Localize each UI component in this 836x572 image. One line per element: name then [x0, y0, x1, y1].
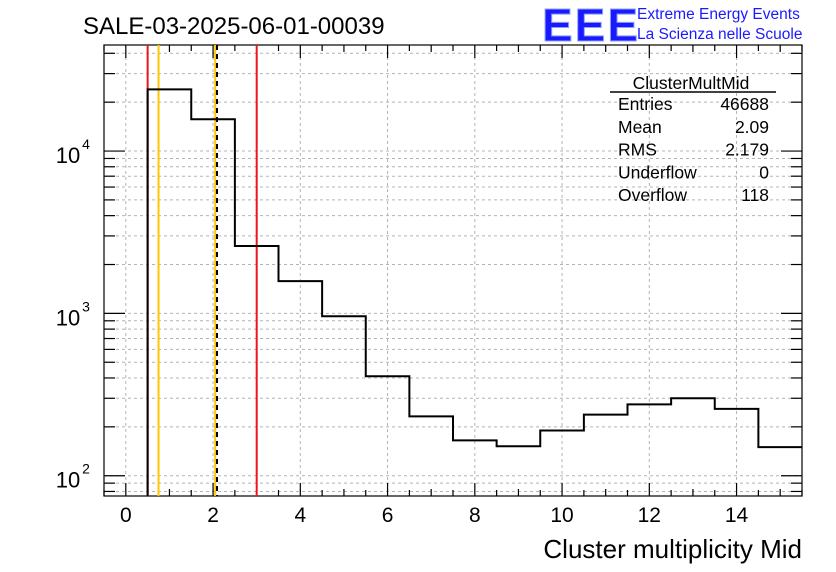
- x-tick-label: 2: [207, 504, 219, 527]
- grid: [104, 45, 802, 496]
- y-tick-exponent: 2: [82, 461, 90, 477]
- x-tick-label: 4: [294, 504, 306, 527]
- y-tick-label: 10: [56, 468, 80, 493]
- stats-value: 2.09: [735, 117, 769, 137]
- stats-label: Entries: [618, 94, 673, 114]
- stats-label: RMS: [618, 140, 657, 160]
- marker-lines: [146, 45, 258, 496]
- stats-label: Mean: [618, 117, 662, 137]
- histogram-line: [146, 88, 802, 496]
- x-tick-label: 8: [469, 504, 481, 527]
- y-tick-exponent: 3: [82, 298, 90, 314]
- x-tick-label: 12: [638, 504, 661, 527]
- stats-box-title: ClusterMultMid: [633, 73, 750, 93]
- y-tick-label: 10: [56, 143, 80, 168]
- x-axis-label: Cluster multiplicity Mid: [543, 534, 802, 564]
- y-tick-exponent: 4: [82, 136, 90, 152]
- stats-value: 2.179: [725, 140, 769, 160]
- x-tick-label: 10: [550, 504, 573, 527]
- stats-label: Overflow: [618, 185, 687, 205]
- run-title: SALE-03-2025-06-01-00039: [83, 13, 385, 40]
- eee-logo: EEE Extreme Energy Events La Scienza nel…: [542, 0, 803, 52]
- eee-logo-line1: Extreme Energy Events: [637, 6, 800, 23]
- stats-value: 46688: [720, 94, 769, 114]
- x-tick-label: 0: [120, 504, 132, 527]
- stats-value: 0: [759, 162, 769, 182]
- eee-logo-line2: La Scienza nelle Scuole: [637, 26, 802, 43]
- eee-logo-mark: EEE: [542, 0, 640, 51]
- stats-label: Underflow: [618, 162, 697, 182]
- x-tick-label: 6: [382, 504, 394, 527]
- stats-box: ClusterMultMid Entries 46688 Mean 2.09 RMS 2.…: [610, 73, 776, 205]
- stats-value: 118: [741, 185, 769, 205]
- axis-ticks: [103, 45, 803, 496]
- x-tick-label: 14: [725, 504, 749, 527]
- y-tick-label: 10: [56, 305, 80, 330]
